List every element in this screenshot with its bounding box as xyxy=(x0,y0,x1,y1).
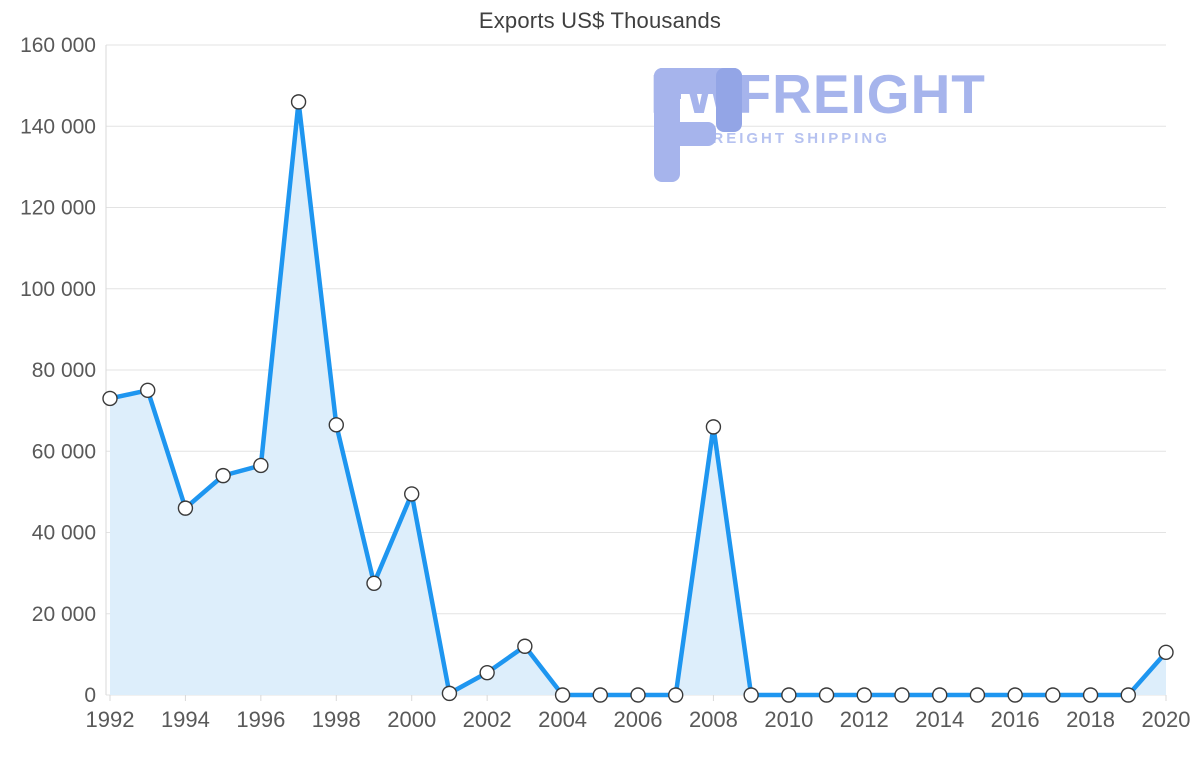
data-point-marker xyxy=(1158,644,1174,661)
data-point-marker xyxy=(253,457,269,474)
data-point-marker xyxy=(517,638,533,654)
x-tick-label: 1992 xyxy=(86,707,135,732)
y-tick-label: 60 000 xyxy=(32,440,96,463)
data-point-marker xyxy=(630,687,646,703)
x-tick-label: 2002 xyxy=(463,707,512,732)
y-tick-label: 0 xyxy=(84,684,96,707)
data-point-marker xyxy=(554,687,571,703)
data-point-marker xyxy=(592,687,608,703)
data-point-marker xyxy=(215,467,231,484)
data-point-marker xyxy=(479,664,495,681)
data-point-marker xyxy=(856,687,872,703)
data-point-marker xyxy=(894,687,910,703)
x-tick-label: 2000 xyxy=(387,707,436,732)
data-point-marker xyxy=(969,687,986,703)
data-point-marker xyxy=(290,94,307,110)
y-tick-label: 120 000 xyxy=(20,197,96,220)
series-area xyxy=(110,101,1166,695)
chart-title: Exports US$ Thousands xyxy=(478,8,722,33)
data-point-marker xyxy=(328,417,344,433)
x-tick-label: 2010 xyxy=(764,707,813,732)
y-tick-label: 80 000 xyxy=(32,359,96,382)
data-point-marker xyxy=(366,575,382,591)
data-point-marker xyxy=(441,685,458,702)
data-point-marker xyxy=(932,687,948,703)
data-point-marker xyxy=(818,687,835,703)
x-tick-label: 2012 xyxy=(840,707,889,732)
y-tick-label: 40 000 xyxy=(32,522,96,545)
x-tick-label: 2018 xyxy=(1066,707,1115,732)
data-point-marker xyxy=(1007,687,1023,703)
x-tick-label: 2008 xyxy=(689,707,738,732)
data-point-marker xyxy=(1045,687,1061,703)
x-tick-label: 1996 xyxy=(236,707,285,732)
data-point-marker xyxy=(668,687,684,703)
data-point-marker xyxy=(404,486,420,502)
y-tick-label: 20 000 xyxy=(32,603,96,626)
data-point-marker xyxy=(102,390,118,407)
data-point-marker xyxy=(743,687,759,703)
data-point-marker xyxy=(177,500,194,516)
y-tick-label: 100 000 xyxy=(20,278,96,301)
x-tick-label: 2004 xyxy=(538,707,587,732)
data-point-marker xyxy=(781,687,797,703)
y-tick-label: 160 000 xyxy=(20,34,96,57)
y-tick-label: 140 000 xyxy=(20,115,96,138)
x-tick-label: 2016 xyxy=(991,707,1040,732)
data-point-marker xyxy=(140,382,156,399)
data-point-marker xyxy=(705,419,722,435)
data-point-marker xyxy=(1082,687,1099,703)
x-tick-label: 1998 xyxy=(312,707,361,732)
x-tick-label: 2020 xyxy=(1142,707,1191,732)
x-tick-label: 1994 xyxy=(161,707,210,732)
data-point-marker xyxy=(1120,687,1136,703)
x-tick-label: 2006 xyxy=(614,707,663,732)
x-tick-label: 2014 xyxy=(915,707,964,732)
